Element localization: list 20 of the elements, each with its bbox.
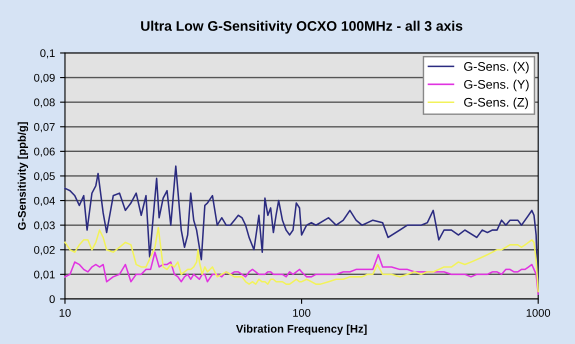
y-tick-label: 0,1 bbox=[40, 49, 55, 58]
y-tick-label: 0,01 bbox=[34, 270, 55, 280]
legend-label: G-Sens. (X) bbox=[464, 62, 529, 74]
y-tick-label: 0,07 bbox=[34, 123, 55, 132]
y-tick-label: 0,04 bbox=[34, 196, 55, 206]
y-axis-title: G-Sensitivity [ppb/g] bbox=[18, 122, 28, 230]
chart-title: Ultra Low G-Sensitivity OCXO 100MHz - all 3 axis bbox=[141, 20, 462, 34]
y-tick-label: 0,02 bbox=[34, 246, 55, 256]
y-tick-label: 0 bbox=[50, 295, 55, 304]
x-tick-label: 100 bbox=[293, 308, 310, 317]
y-tick-label: 0,06 bbox=[34, 148, 55, 157]
y-tick-label: 0,05 bbox=[34, 172, 55, 182]
x-tick-label: 1000 bbox=[526, 308, 550, 317]
legend-label: G-Sens. (Z) bbox=[464, 98, 528, 110]
y-tick-label: 0,08 bbox=[34, 98, 55, 108]
x-tick-label: 10 bbox=[60, 308, 71, 317]
y-tick-label: 0,09 bbox=[34, 74, 55, 84]
y-tick-label: 0,03 bbox=[34, 221, 55, 231]
x-axis-title: Vibration Frequency [Hz] bbox=[236, 324, 367, 335]
legend-label: G-Sens. (Y) bbox=[464, 80, 529, 92]
